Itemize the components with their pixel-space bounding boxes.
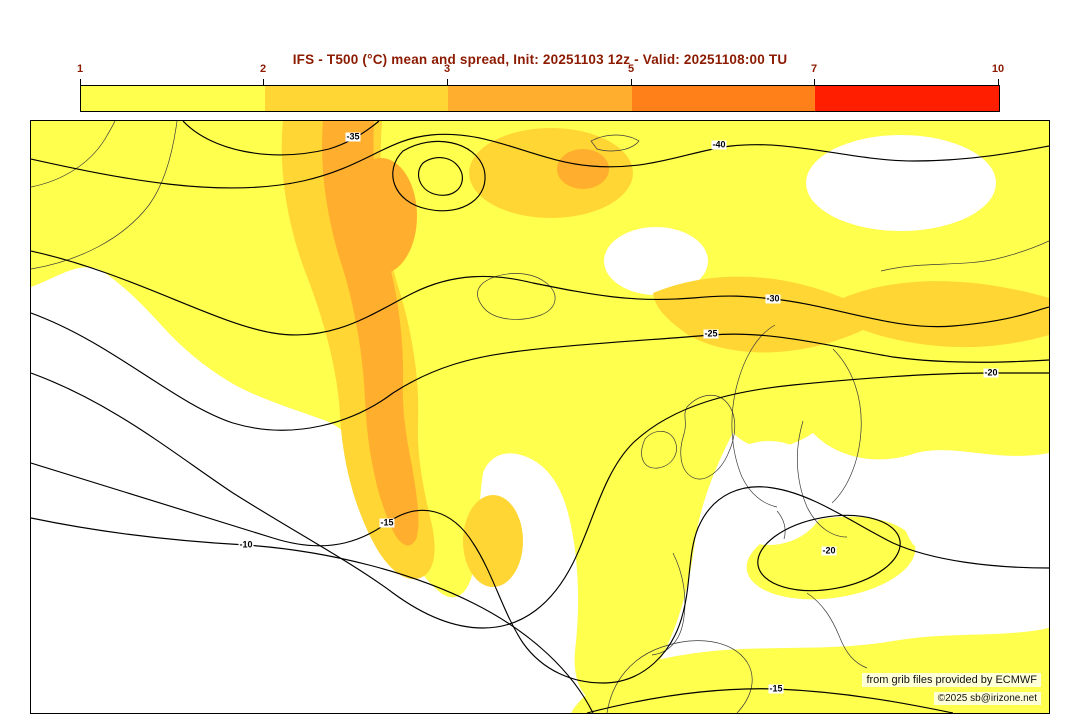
coastline-layer bbox=[31, 121, 1049, 713]
contour-minus25 bbox=[31, 312, 1049, 431]
colorbar-tick-label: 2 bbox=[259, 63, 267, 75]
coastline-svalbard bbox=[590, 134, 640, 152]
contour-minus35 bbox=[182, 121, 380, 156]
contour-label: -10 bbox=[238, 539, 254, 550]
contour-label: -30 bbox=[765, 293, 781, 304]
contour-label: -25 bbox=[703, 328, 719, 339]
low-spread-hole bbox=[604, 227, 708, 295]
credits-ecmwf: from grib files provided by ECMWF bbox=[862, 673, 1041, 687]
page-title: IFS - T500 (°C) mean and spread, Init: 2… bbox=[292, 52, 788, 67]
coastline-norway bbox=[731, 324, 778, 508]
spread-region-yellow-main bbox=[31, 121, 1049, 703]
colorbar-segment-5-7 bbox=[631, 86, 816, 111]
spread-region-orange-small bbox=[557, 149, 609, 189]
colorbar-tick-label: 1 bbox=[76, 63, 84, 75]
contour-label: -20 bbox=[983, 367, 999, 378]
colorbar-tick-label: 7 bbox=[810, 63, 818, 75]
coastline-baltic bbox=[797, 420, 848, 538]
coastline-ireland bbox=[641, 431, 677, 469]
contour-closed-low bbox=[392, 140, 486, 212]
coastline-iberia bbox=[606, 640, 753, 713]
spread-region-gold-baltic-band bbox=[653, 276, 1049, 353]
contour-label: -15 bbox=[768, 683, 784, 694]
credits-copyright: ©2025 sb@irizone.net bbox=[933, 692, 1041, 705]
coastline-sweden-finland bbox=[831, 348, 862, 504]
coastline-denmark bbox=[776, 510, 786, 540]
colorbar-segment-3-5 bbox=[448, 86, 632, 111]
spread-region-yellow-south bbox=[571, 628, 1049, 713]
coastline-greenland bbox=[31, 121, 178, 270]
spread-fill-layer bbox=[31, 121, 1049, 713]
colorbar-tick-label: 5 bbox=[627, 63, 635, 75]
coastline-italy bbox=[806, 592, 868, 669]
contour-layer bbox=[31, 121, 1049, 713]
colorbar-tick bbox=[814, 79, 815, 85]
colorbar-tick bbox=[447, 79, 448, 85]
colorbar-segment-2-3 bbox=[264, 86, 449, 111]
contour-minus30 bbox=[31, 250, 1049, 336]
contour-balkans-closed bbox=[757, 514, 901, 592]
spread-region-orange-blob bbox=[345, 158, 417, 274]
contour-minus15 bbox=[31, 462, 1049, 684]
colorbar-tick-label: 3 bbox=[443, 63, 451, 75]
colorbar-tick bbox=[263, 79, 264, 85]
spread-region-gold-trough bbox=[463, 495, 523, 587]
colorbar-tick bbox=[631, 79, 632, 85]
spread-colorbar bbox=[80, 85, 1000, 112]
contour-minus40 bbox=[31, 133, 1049, 189]
contour-label: -35 bbox=[345, 131, 361, 142]
map-panel: -35 -40 -30 -25 -20 -15 -10 -20 -15 from… bbox=[30, 120, 1050, 714]
coastline-iceland bbox=[477, 273, 556, 320]
colorbar-segment-7-10 bbox=[815, 86, 999, 111]
weather-map-canvas bbox=[31, 121, 1049, 713]
contour-minus20 bbox=[31, 372, 1049, 629]
contour-label: -15 bbox=[379, 517, 395, 528]
coastline-great-britain bbox=[680, 395, 736, 480]
contour-label: -40 bbox=[711, 139, 727, 150]
contour-closed-low-inner bbox=[417, 157, 463, 196]
coastline-north-russia bbox=[880, 240, 1049, 272]
low-spread-hole bbox=[904, 467, 1048, 571]
coastline-greenland-inner bbox=[31, 121, 116, 188]
low-spread-hole bbox=[806, 135, 996, 231]
low-spread-hole bbox=[711, 441, 827, 545]
contour-label: -20 bbox=[821, 545, 837, 556]
colorbar-tick bbox=[998, 79, 999, 85]
colorbar-tick bbox=[80, 79, 81, 85]
contour-minus10 bbox=[31, 517, 594, 713]
colorbar-tick-label: 10 bbox=[991, 63, 1005, 75]
colorbar-segment-1-2 bbox=[81, 86, 265, 111]
